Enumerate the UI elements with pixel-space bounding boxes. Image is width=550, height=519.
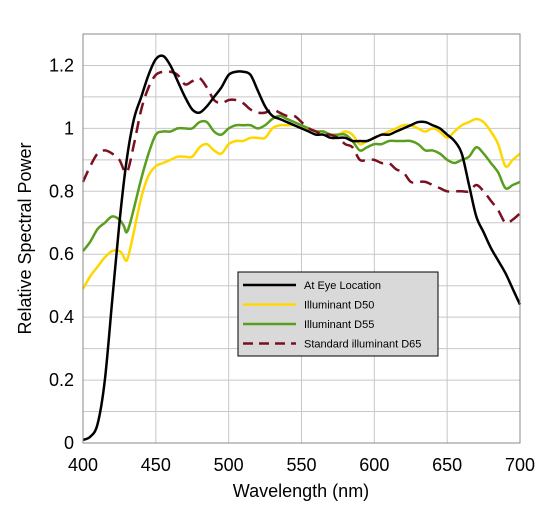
x-tick-label: 400 [68,455,98,475]
y-tick-label: 1 [64,118,74,138]
series-line-0 [82,54,522,442]
x-tick-label: 600 [359,455,389,475]
x-tick-labels: 400 450 500 550 600 650 700 [68,455,535,475]
legend-label-3: Standard illuminant D65 [304,339,421,351]
y-tick-label: 0.8 [49,181,74,201]
legend-label-2: Illuminant D55 [304,319,374,331]
x-tick-label: 650 [432,455,462,475]
x-tick-label: 700 [505,455,535,475]
y-axis-title: Relative Spectral Power [15,142,35,334]
series-lines [81,54,522,442]
x-tick-label: 450 [141,455,171,475]
series-line-3 [81,70,521,225]
legend: At Eye Location Illuminant D50 Illuminant … [237,271,439,357]
series-line-2 [82,114,521,252]
y-tick-label: 0.4 [49,307,74,327]
x-axis-title: Wavelength (nm) [233,481,369,501]
y-tick-label: 1.2 [49,55,74,75]
legend-label-1: Illuminant D50 [304,300,374,312]
grid [82,33,521,443]
x-tick-label: 550 [286,455,316,475]
y-tick-labels: 0 0.2 0.4 0.6 0.8 1 1.2 [49,55,74,453]
y-tick-label: 0.6 [49,244,74,264]
y-tick-label: 0 [64,433,74,453]
legend-label-0: At Eye Location [304,280,381,292]
plot-frame [82,33,521,444]
x-tick-label: 500 [214,455,244,475]
y-tick-label: 0.2 [49,370,74,390]
